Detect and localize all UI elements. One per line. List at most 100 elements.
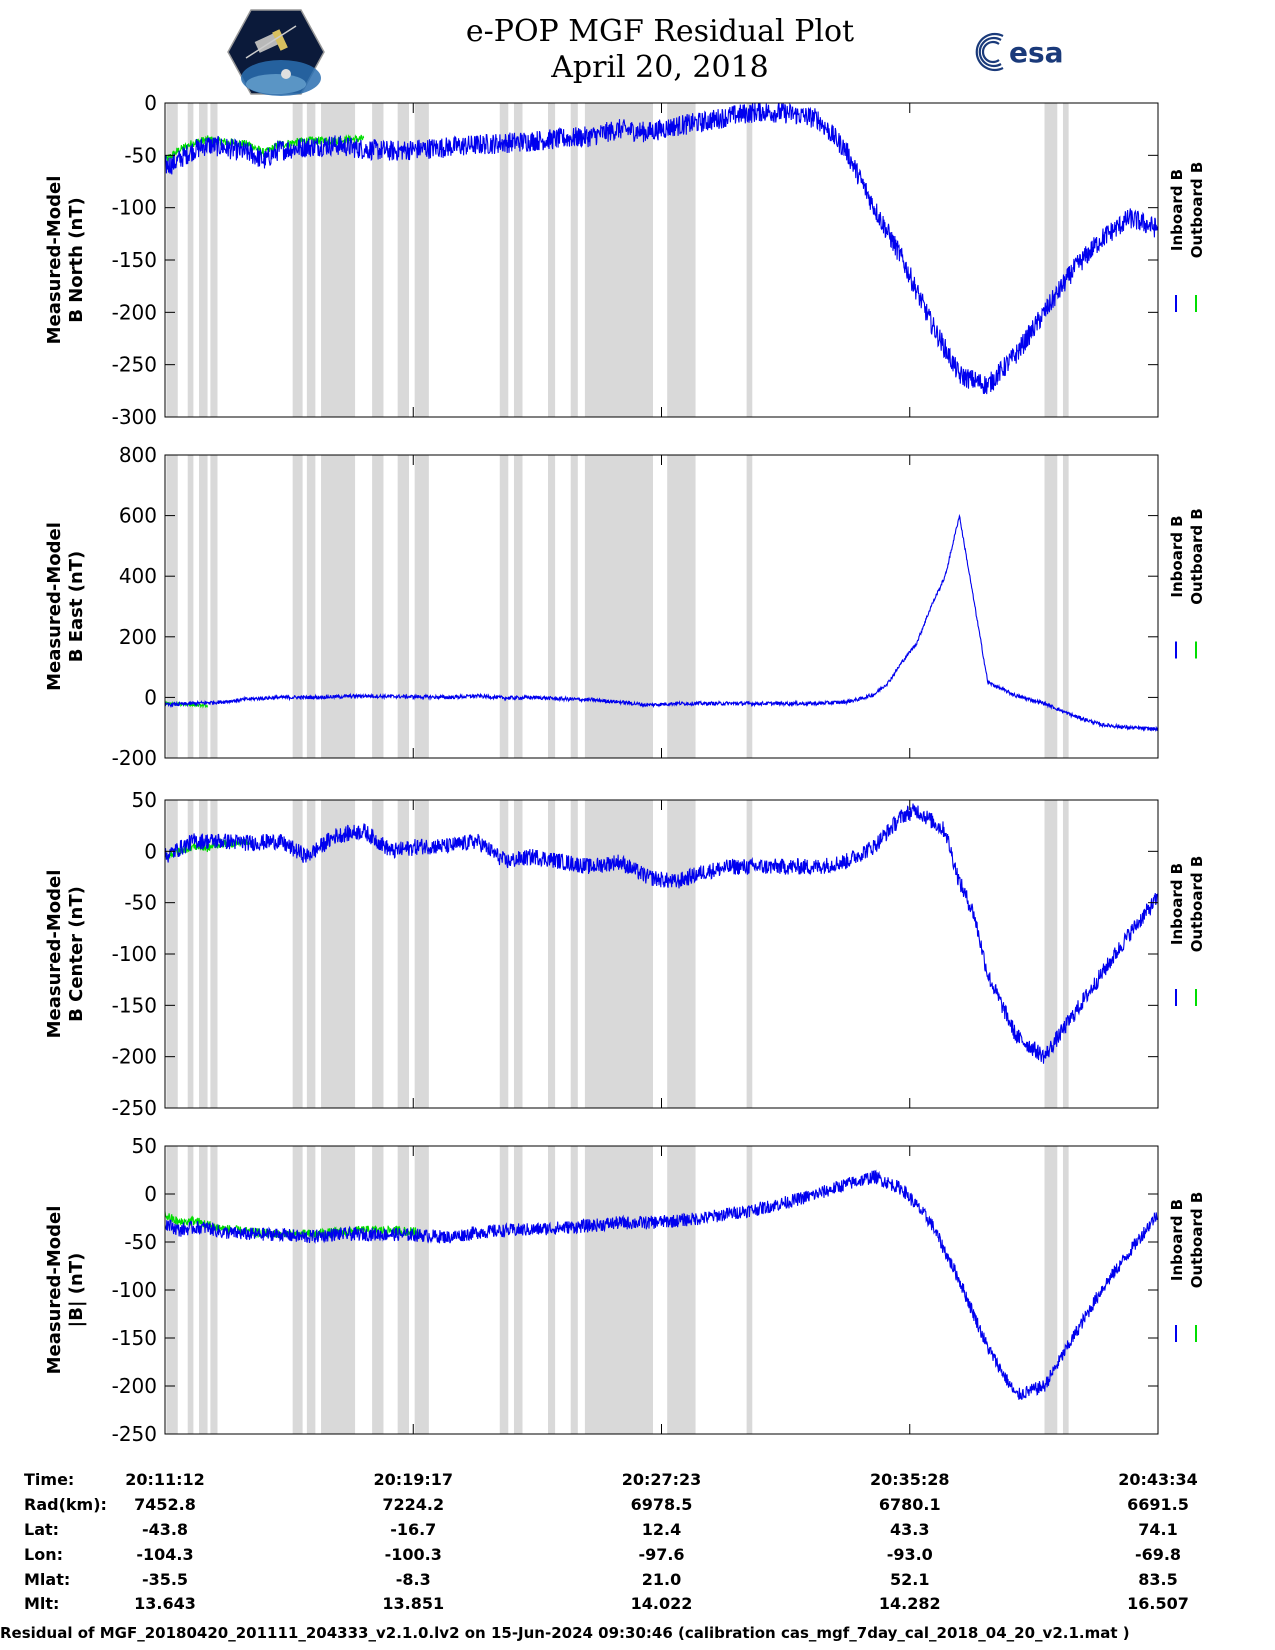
data-gap-band xyxy=(1044,455,1058,758)
info-row-label: Mlat: xyxy=(24,1570,71,1589)
y-tick-label: -100 xyxy=(112,1278,157,1302)
data-gap-band xyxy=(210,455,218,758)
y-tick-label: 0 xyxy=(144,839,157,863)
info-row-label: Mlt: xyxy=(24,1594,60,1613)
data-gap-band xyxy=(306,800,316,1108)
y-tick-label: 0 xyxy=(144,91,157,115)
data-gap-band xyxy=(199,103,208,417)
y-axis-label-line-2: B East (nT) xyxy=(66,551,87,663)
data-gap-band xyxy=(210,103,218,417)
data-gap-band xyxy=(187,103,194,417)
data-gap-band xyxy=(1044,1146,1058,1434)
data-gap-band xyxy=(667,455,696,758)
info-cell: 14.282 xyxy=(878,1594,941,1613)
data-gap-band xyxy=(397,103,409,417)
data-gap-band xyxy=(199,455,208,758)
inboard-series-line xyxy=(164,102,1159,395)
info-cell: 74.1 xyxy=(1138,1520,1178,1539)
data-gap-band xyxy=(1062,1146,1069,1434)
info-cell: -93.0 xyxy=(886,1545,933,1564)
y-axis-label-line-2: B Center (nT) xyxy=(66,886,87,1022)
y-tick-label: -300 xyxy=(112,405,157,429)
data-gap-band xyxy=(570,1146,578,1434)
info-cell: -104.3 xyxy=(136,1545,194,1564)
data-gap-band xyxy=(292,1146,303,1434)
y-axis-label-line-2: |B| (nT) xyxy=(66,1253,87,1328)
panel-1: 0 -50 -100 -150 -200 -250 -300 Measured-Model B … xyxy=(44,91,1206,429)
info-cell: 16.507 xyxy=(1127,1594,1189,1613)
data-gap-band xyxy=(570,800,578,1108)
data-gap-band xyxy=(372,1146,384,1434)
data-gap-band xyxy=(372,800,384,1108)
footer-note: Residual of MGF_20180420_201111_204333_v… xyxy=(0,1624,1130,1642)
info-cell: 14.022 xyxy=(630,1594,693,1613)
data-gap-band xyxy=(667,103,696,417)
info-cell: -100.3 xyxy=(384,1545,442,1564)
data-gap-band xyxy=(548,455,556,758)
data-gap-band xyxy=(667,1146,696,1434)
data-gap-band xyxy=(499,800,509,1108)
y-tick-label: -50 xyxy=(124,1230,157,1254)
legend-inboard-label: Inboard B xyxy=(1168,169,1186,251)
data-gap-band xyxy=(746,1146,753,1434)
esa-logo: esa xyxy=(975,32,1064,72)
y-tick-label: 0 xyxy=(144,1182,157,1206)
data-gap-band xyxy=(548,103,556,417)
info-row-label: Time: xyxy=(24,1470,75,1489)
info-cell: 52.1 xyxy=(890,1570,930,1589)
data-gap-band xyxy=(199,1146,208,1434)
info-cell: 7224.2 xyxy=(382,1495,445,1514)
data-gap-band xyxy=(499,1146,509,1434)
info-cell: 43.3 xyxy=(890,1520,930,1539)
y-tick-label: -250 xyxy=(112,1096,157,1120)
data-gap-band xyxy=(166,455,178,758)
info-cell: 20:27:23 xyxy=(621,1470,702,1489)
y-tick-label: -200 xyxy=(112,1045,157,1069)
y-axis-label-line-1: Measured-Model xyxy=(44,176,65,345)
info-row-label: Lon: xyxy=(24,1545,63,1564)
data-gap-band xyxy=(321,1146,356,1434)
info-cell: 20:43:34 xyxy=(1118,1470,1198,1489)
data-gap-band xyxy=(1044,103,1058,417)
data-gap-band xyxy=(513,800,523,1108)
data-gap-band xyxy=(372,103,384,417)
y-tick-label: 50 xyxy=(132,1134,157,1158)
data-gap-band xyxy=(584,800,653,1108)
data-gap-band xyxy=(499,103,509,417)
y-tick-label: 0 xyxy=(144,685,157,709)
data-gap-band xyxy=(321,455,356,758)
data-gap-band xyxy=(1062,103,1069,417)
legend-outboard-label: Outboard B xyxy=(1188,162,1206,259)
data-gap-band xyxy=(513,455,523,758)
data-gap-band xyxy=(292,455,303,758)
data-gap-band xyxy=(414,455,429,758)
data-gap-band xyxy=(292,103,303,417)
info-cell: 6780.1 xyxy=(878,1495,941,1514)
y-tick-label: 50 xyxy=(132,788,157,812)
y-axis-label-line-1: Measured-Model xyxy=(44,1206,65,1375)
info-cell: 20:35:28 xyxy=(869,1470,950,1489)
y-axis-label-line-1: Measured-Model xyxy=(44,522,65,691)
y-tick-label: -150 xyxy=(112,993,157,1017)
data-gap-band xyxy=(513,103,523,417)
y-tick-label: 600 xyxy=(119,504,157,528)
legend-inboard-label: Inboard B xyxy=(1168,515,1186,597)
info-cell: -97.6 xyxy=(638,1545,685,1564)
legend-inboard-label: Inboard B xyxy=(1168,1199,1186,1281)
data-gap-band xyxy=(306,1146,316,1434)
data-gap-band xyxy=(746,103,753,417)
y-axis-label-line-2: B North (nT) xyxy=(66,197,87,323)
panel-4: 50 0 -50 -100 -150 -200 -250 Measured-Model |B| … xyxy=(44,1134,1206,1446)
legend-outboard-label: Outboard B xyxy=(1188,1192,1206,1289)
panel-2: 800 600 400 200 0 -200 Measured-Model B East (n… xyxy=(44,443,1206,770)
y-tick-label: -50 xyxy=(124,891,157,915)
y-axis-label-line-1: Measured-Model xyxy=(44,870,65,1039)
data-gap-band xyxy=(570,103,578,417)
inboard-series-line xyxy=(164,513,1159,733)
y-tick-label: -100 xyxy=(112,942,157,966)
data-gap-band xyxy=(414,1146,429,1434)
info-cell: -35.5 xyxy=(141,1570,189,1589)
info-cell: 7452.8 xyxy=(134,1495,196,1514)
legend-outboard-label: Outboard B xyxy=(1188,508,1206,605)
